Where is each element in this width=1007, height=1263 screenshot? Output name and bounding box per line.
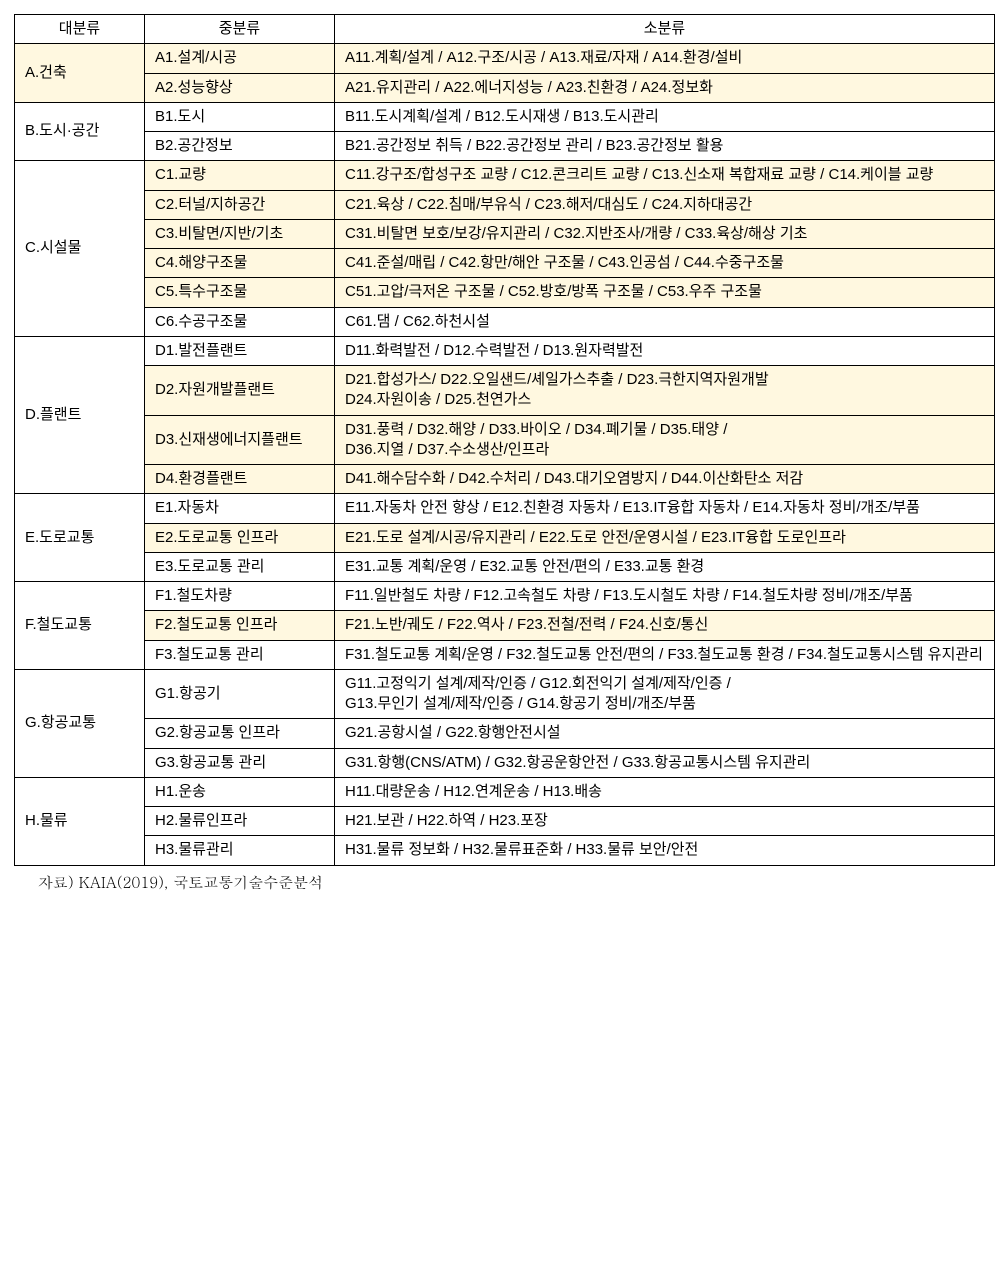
- table-row: E.도로교통E1.자동차E11.자동차 안전 향상 / E12.친환경 자동차 …: [15, 494, 995, 523]
- major-cell: H.물류: [15, 777, 145, 865]
- mid-cell: C4.해양구조물: [145, 249, 335, 278]
- table-row: C3.비탈면/지반/기초C31.비탈면 보호/보강/유지관리 / C32.지반조…: [15, 219, 995, 248]
- table-row: C6.수공구조물C61.댐 / C62.하천시설: [15, 307, 995, 336]
- mid-cell: D4.환경플랜트: [145, 465, 335, 494]
- mid-cell: F3.철도교통 관리: [145, 640, 335, 669]
- table-caption: 자료) KAIA(2019), 국토교통기술수준분석: [14, 872, 993, 893]
- table-row: G2.항공교통 인프라G21.공항시설 / G22.항행안전시설: [15, 719, 995, 748]
- sub-cell: B11.도시계획/설계 / B12.도시재생 / B13.도시관리: [335, 102, 995, 131]
- table-row: B.도시·공간B1.도시B11.도시계획/설계 / B12.도시재생 / B13…: [15, 102, 995, 131]
- major-cell: E.도로교통: [15, 494, 145, 582]
- major-cell: B.도시·공간: [15, 102, 145, 161]
- table-row: C4.해양구조물C41.준설/매립 / C42.항만/해안 구조물 / C43.…: [15, 249, 995, 278]
- sub-cell: B21.공간정보 취득 / B22.공간정보 관리 / B23.공간정보 활용: [335, 132, 995, 161]
- mid-cell: C5.특수구조물: [145, 278, 335, 307]
- table-row: G.항공교통G1.항공기G11.고정익기 설계/제작/인증 / G12.회전익기…: [15, 669, 995, 719]
- sub-cell: D11.화력발전 / D12.수력발전 / D13.원자력발전: [335, 336, 995, 365]
- mid-cell: D3.신재생에너지플랜트: [145, 415, 335, 465]
- header-row: 대분류 중분류 소분류: [15, 15, 995, 44]
- table-row: B2.공간정보B21.공간정보 취득 / B22.공간정보 관리 / B23.공…: [15, 132, 995, 161]
- classification-table: 대분류 중분류 소분류 A.건축A1.설계/시공A11.계획/설계 / A12.…: [14, 14, 995, 866]
- mid-cell: F2.철도교통 인프라: [145, 611, 335, 640]
- sub-cell: G21.공항시설 / G22.항행안전시설: [335, 719, 995, 748]
- sub-cell: H21.보관 / H22.하역 / H23.포장: [335, 807, 995, 836]
- table-row: E3.도로교통 관리E31.교통 계획/운영 / E32.교통 안전/편의 / …: [15, 552, 995, 581]
- mid-cell: H2.물류인프라: [145, 807, 335, 836]
- mid-cell: G2.항공교통 인프라: [145, 719, 335, 748]
- table-row: F2.철도교통 인프라F21.노반/궤도 / F22.역사 / F23.전철/전…: [15, 611, 995, 640]
- table-row: H.물류H1.운송H11.대량운송 / H12.연계운송 / H13.배송: [15, 777, 995, 806]
- mid-cell: A2.성능향상: [145, 73, 335, 102]
- table-row: F3.철도교통 관리F31.철도교통 계획/운영 / F32.철도교통 안전/편…: [15, 640, 995, 669]
- sub-cell: C51.고압/극저온 구조물 / C52.방호/방폭 구조물 / C53.우주 …: [335, 278, 995, 307]
- mid-cell: C3.비탈면/지반/기초: [145, 219, 335, 248]
- mid-cell: E1.자동차: [145, 494, 335, 523]
- header-sub: 소분류: [335, 15, 995, 44]
- major-cell: F.철도교통: [15, 582, 145, 670]
- table-row: A.건축A1.설계/시공A11.계획/설계 / A12.구조/시공 / A13.…: [15, 44, 995, 73]
- sub-cell: E31.교통 계획/운영 / E32.교통 안전/편의 / E33.교통 환경: [335, 552, 995, 581]
- sub-cell: H31.물류 정보화 / H32.물류표준화 / H33.물류 보안/안전: [335, 836, 995, 865]
- sub-cell: G31.항행(CNS/ATM) / G32.항공운항안전 / G33.항공교통시…: [335, 748, 995, 777]
- sub-cell: F31.철도교통 계획/운영 / F32.철도교통 안전/편의 / F33.철도…: [335, 640, 995, 669]
- mid-cell: H1.운송: [145, 777, 335, 806]
- mid-cell: E3.도로교통 관리: [145, 552, 335, 581]
- mid-cell: C6.수공구조물: [145, 307, 335, 336]
- table-row: H3.물류관리H31.물류 정보화 / H32.물류표준화 / H33.물류 보…: [15, 836, 995, 865]
- table-row: A2.성능향상A21.유지관리 / A22.에너지성능 / A23.친환경 / …: [15, 73, 995, 102]
- sub-cell: A11.계획/설계 / A12.구조/시공 / A13.재료/자재 / A14.…: [335, 44, 995, 73]
- sub-cell: E11.자동차 안전 향상 / E12.친환경 자동차 / E13.IT융합 자…: [335, 494, 995, 523]
- mid-cell: F1.철도차량: [145, 582, 335, 611]
- major-cell: A.건축: [15, 44, 145, 103]
- sub-cell: C31.비탈면 보호/보강/유지관리 / C32.지반조사/개량 / C33.육…: [335, 219, 995, 248]
- table-row: G3.항공교통 관리G31.항행(CNS/ATM) / G32.항공운항안전 /…: [15, 748, 995, 777]
- mid-cell: B2.공간정보: [145, 132, 335, 161]
- sub-cell: A21.유지관리 / A22.에너지성능 / A23.친환경 / A24.정보화: [335, 73, 995, 102]
- mid-cell: D1.발전플랜트: [145, 336, 335, 365]
- sub-cell: G11.고정익기 설계/제작/인증 / G12.회전익기 설계/제작/인증 /G…: [335, 669, 995, 719]
- mid-cell: B1.도시: [145, 102, 335, 131]
- mid-cell: A1.설계/시공: [145, 44, 335, 73]
- major-cell: C.시설물: [15, 161, 145, 337]
- sub-cell: C61.댐 / C62.하천시설: [335, 307, 995, 336]
- sub-cell: C41.준설/매립 / C42.항만/해안 구조물 / C43.인공섬 / C4…: [335, 249, 995, 278]
- mid-cell: G1.항공기: [145, 669, 335, 719]
- sub-cell: D21.합성가스/ D22.오일샌드/셰일가스추출 / D23.극한지역자원개발…: [335, 366, 995, 416]
- mid-cell: C1.교량: [145, 161, 335, 190]
- sub-cell: C11.강구조/합성구조 교량 / C12.콘크리트 교량 / C13.신소재 …: [335, 161, 995, 190]
- table-row: D2.자원개발플랜트D21.합성가스/ D22.오일샌드/셰일가스추출 / D2…: [15, 366, 995, 416]
- table-row: D3.신재생에너지플랜트D31.풍력 / D32.해양 / D33.바이오 / …: [15, 415, 995, 465]
- header-major: 대분류: [15, 15, 145, 44]
- sub-cell: H11.대량운송 / H12.연계운송 / H13.배송: [335, 777, 995, 806]
- table-row: D.플랜트D1.발전플랜트D11.화력발전 / D12.수력발전 / D13.원…: [15, 336, 995, 365]
- header-mid: 중분류: [145, 15, 335, 44]
- mid-cell: G3.항공교통 관리: [145, 748, 335, 777]
- sub-cell: D41.해수담수화 / D42.수처리 / D43.대기오염방지 / D44.이…: [335, 465, 995, 494]
- mid-cell: C2.터널/지하공간: [145, 190, 335, 219]
- sub-cell: E21.도로 설계/시공/유지관리 / E22.도로 안전/운영시설 / E23…: [335, 523, 995, 552]
- table-row: F.철도교통F1.철도차량F11.일반철도 차량 / F12.고속철도 차량 /…: [15, 582, 995, 611]
- major-cell: G.항공교통: [15, 669, 145, 777]
- sub-cell: F11.일반철도 차량 / F12.고속철도 차량 / F13.도시철도 차량 …: [335, 582, 995, 611]
- sub-cell: C21.육상 / C22.침매/부유식 / C23.해저/대심도 / C24.지…: [335, 190, 995, 219]
- mid-cell: E2.도로교통 인프라: [145, 523, 335, 552]
- sub-cell: F21.노반/궤도 / F22.역사 / F23.전철/전력 / F24.신호/…: [335, 611, 995, 640]
- table-row: H2.물류인프라H21.보관 / H22.하역 / H23.포장: [15, 807, 995, 836]
- table-row: D4.환경플랜트D41.해수담수화 / D42.수처리 / D43.대기오염방지…: [15, 465, 995, 494]
- major-cell: D.플랜트: [15, 336, 145, 494]
- mid-cell: H3.물류관리: [145, 836, 335, 865]
- table-row: C5.특수구조물C51.고압/극저온 구조물 / C52.방호/방폭 구조물 /…: [15, 278, 995, 307]
- mid-cell: D2.자원개발플랜트: [145, 366, 335, 416]
- table-row: C2.터널/지하공간C21.육상 / C22.침매/부유식 / C23.해저/대…: [15, 190, 995, 219]
- sub-cell: D31.풍력 / D32.해양 / D33.바이오 / D34.폐기물 / D3…: [335, 415, 995, 465]
- table-row: C.시설물C1.교량C11.강구조/합성구조 교량 / C12.콘크리트 교량 …: [15, 161, 995, 190]
- table-row: E2.도로교통 인프라E21.도로 설계/시공/유지관리 / E22.도로 안전…: [15, 523, 995, 552]
